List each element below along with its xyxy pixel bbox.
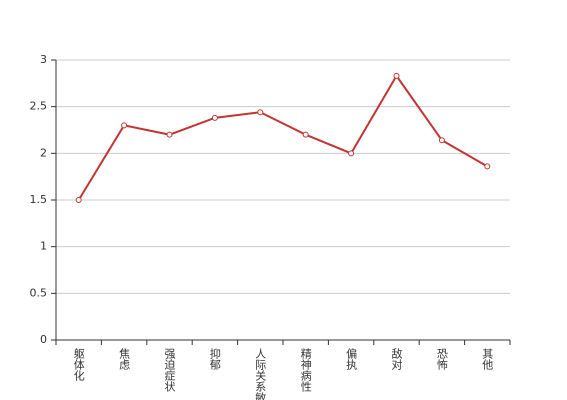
point	[484, 163, 491, 170]
x-tick-label: 抑郁	[208, 347, 221, 370]
x-tick-label: 敌对	[390, 347, 403, 370]
y-tick-label: 1.5	[30, 193, 48, 206]
x-tick-label: 精神病性	[299, 348, 312, 393]
x-tick-label: 恐怖	[435, 348, 448, 370]
x-tick-label: 人际关系敏感	[254, 348, 267, 400]
point	[75, 197, 82, 203]
x-tick-label: 强迫症状	[163, 348, 176, 392]
point	[121, 122, 128, 129]
y-tick-label: 3	[40, 53, 47, 66]
x-tick-label: 偏执	[345, 347, 358, 371]
y-tick-label: 0.5	[30, 286, 48, 299]
point	[348, 150, 355, 157]
line	[77, 74, 488, 201]
point	[257, 109, 264, 116]
y-tick-label: 2.5	[30, 100, 48, 113]
x-tick-label: 其他	[481, 348, 494, 370]
point	[211, 114, 218, 121]
point	[393, 72, 400, 79]
point	[166, 131, 173, 138]
point	[302, 131, 309, 138]
y-tick-label: 0	[40, 333, 47, 346]
point	[438, 137, 445, 144]
x-tick-label: 焦虑	[118, 348, 131, 370]
x-tick-label: 躯体化	[72, 348, 85, 382]
y-tick-label: 2	[40, 146, 47, 159]
y-tick-label: 1	[40, 240, 47, 253]
